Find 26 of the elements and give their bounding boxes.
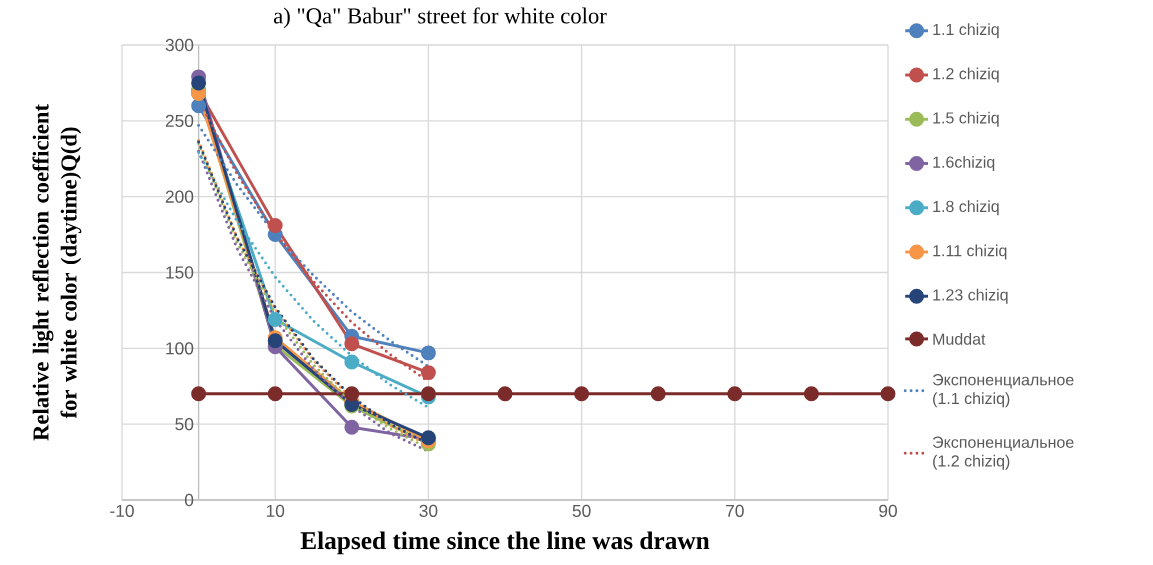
x-tick-label: -10 [110,504,134,517]
legend-label: 1.8 chiziq [933,200,999,216]
y-axis-title: Relative light reflection coefficient for white color (daytime)Q(d) [32,104,82,441]
y-tick-label: 100 [166,342,194,355]
x-tick-label: 90 [879,504,897,517]
legend-label: 1.5 chiziq [933,111,999,127]
legend-label: 1.1 chiziq [933,23,999,39]
legend-label: Экспоненциальное (1.1 chiziq) [932,374,1074,408]
y-tick-label: 150 [166,266,194,279]
legend-label: 1.11 chiziq [933,244,1007,260]
y-tick-label: 250 [165,114,194,127]
chart-title: a) "Qa" Babur" street for white color [273,7,607,29]
x-tick-label: 50 [572,504,591,517]
x-axis-title: Elapsed time since the line was drawn [300,531,710,555]
x-tick-label: 10 [266,504,285,517]
legend-label: 1.6chiziq [933,156,995,171]
y-tick-label: 300 [165,38,194,52]
x-tick-label: 30 [419,504,438,517]
x-tick-label: 70 [726,504,744,517]
legend-label: 1.23 chiziq [933,288,1008,304]
legend-label: Экспоненциальное (1.2 chiziq) [932,436,1074,470]
legend-label: Muddat [933,333,986,345]
legend-label: 1.2 chiziq [933,67,999,83]
y-tick-label: 0 [184,493,194,507]
y-tick-label: 200 [165,190,194,203]
y-tick-label: 50 [175,418,194,431]
